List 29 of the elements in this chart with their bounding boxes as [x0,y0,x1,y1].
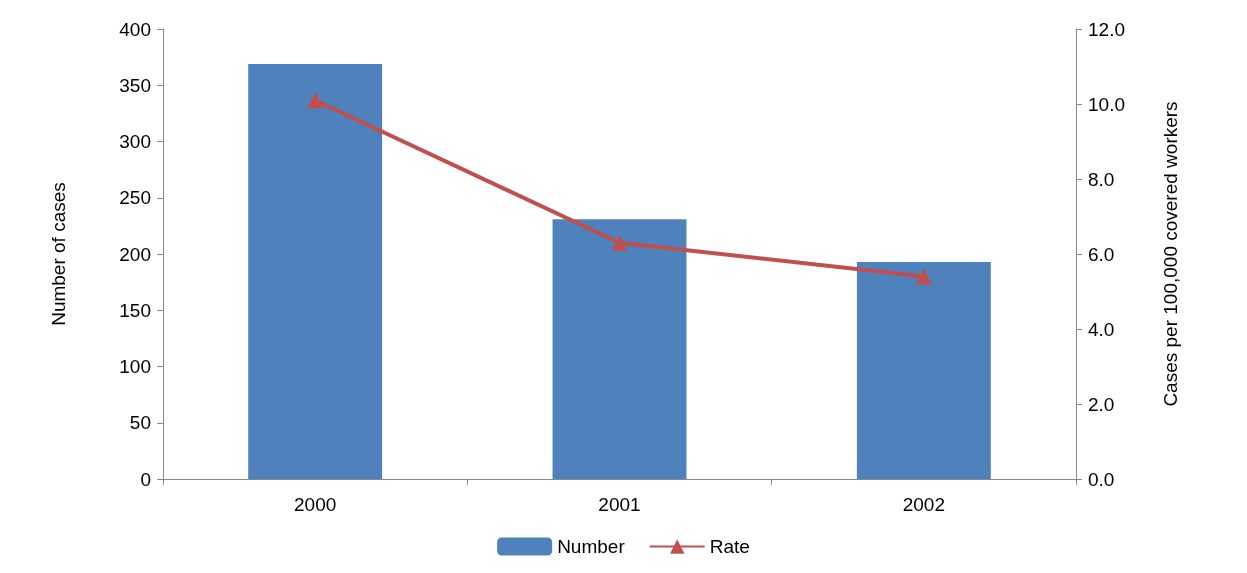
y-tick-label: 100 [119,356,151,377]
y-tick-label: 150 [119,299,151,321]
point [915,268,932,285]
x-tick-label: 2000 [294,494,337,515]
bar [552,219,687,479]
y-axis-title: Number of cases [48,182,69,326]
y-tick-label: 250 [119,187,151,209]
x-tick-label: 2002 [902,494,945,515]
y-tick-label: 300 [119,131,151,152]
y2-tick-label: 8.0 [1088,168,1115,190]
y2-tick-label: 0.0 [1088,468,1115,490]
point [611,234,628,251]
y2-axis-title: Cases per 100,000 covered workers [1160,101,1181,407]
point [307,92,324,109]
y2-tick-label: 12.0 [1088,18,1125,40]
y-tick-label: 0 [140,468,151,490]
legend-label: Number [557,536,626,557]
y-tick-label: 50 [129,412,151,434]
y-tick-label: 200 [119,243,151,265]
y2-tick-label: 2.0 [1088,393,1115,415]
y2-tick-label: 10.0 [1088,93,1125,115]
bar [856,261,991,479]
bar [248,63,383,479]
y-tick-label: 350 [119,74,151,96]
x-tick-label: 2001 [598,494,641,515]
y2-tick-label: 6.0 [1088,243,1115,265]
y2-tick-label: 4.0 [1088,318,1115,340]
legend-label: Rate [709,536,750,557]
y-tick-label: 400 [119,18,151,40]
